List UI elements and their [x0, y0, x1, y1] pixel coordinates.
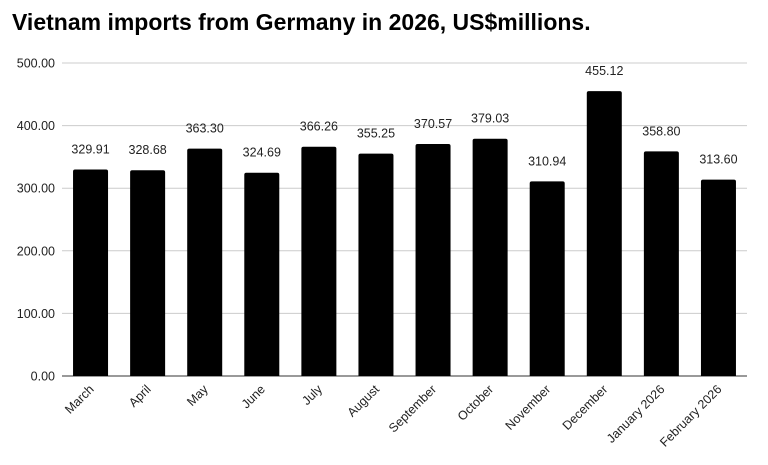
bar-march — [73, 169, 109, 376]
x-tick-label: May — [184, 382, 211, 409]
data-label: 379.03 — [471, 112, 509, 126]
x-tick-label: August — [345, 382, 383, 420]
data-label: 366.26 — [300, 120, 338, 134]
x-axis-category-labels: March April May June July August September Octo… — [62, 382, 724, 450]
bar-july — [301, 146, 337, 376]
bar-december — [586, 91, 622, 376]
data-label: 310.94 — [528, 154, 566, 168]
gridlines — [62, 62, 747, 377]
chart-title: Vietnam imports from Germany in 2026, US… — [12, 9, 591, 35]
x-tick-label: December — [560, 382, 611, 433]
bar-november — [529, 181, 565, 376]
x-tick-label: September — [386, 382, 439, 435]
bar-august — [358, 153, 394, 376]
y-tick-label: 200.00 — [17, 244, 55, 258]
bar-february-2026 — [700, 179, 736, 376]
data-label: 363.30 — [186, 122, 224, 136]
y-tick-label: 400.00 — [17, 119, 55, 133]
data-label: 329.91 — [71, 142, 109, 156]
data-label: 355.25 — [357, 127, 395, 141]
bar-april — [130, 170, 166, 376]
y-tick-label: 0.00 — [31, 370, 55, 384]
bars — [73, 91, 736, 376]
bar-january-2026 — [643, 151, 679, 376]
bar-june — [244, 172, 280, 376]
bar-october — [472, 138, 508, 376]
y-tick-label: 100.00 — [17, 307, 55, 321]
x-tick-label: March — [62, 382, 96, 416]
bar-may — [187, 148, 223, 376]
data-label: 313.60 — [699, 153, 737, 167]
data-labels: 329.91 328.68 363.30 324.69 366.26 355.25 370.… — [71, 64, 737, 168]
data-label: 324.69 — [243, 146, 281, 160]
data-label: 370.57 — [414, 117, 452, 131]
x-tick-label: January 2026 — [604, 382, 667, 445]
bar-september — [415, 144, 451, 376]
y-tick-label: 500.00 — [17, 57, 55, 71]
y-tick-label: 300.00 — [17, 182, 55, 196]
x-tick-label: April — [126, 382, 154, 410]
data-label: 328.68 — [129, 143, 167, 157]
x-tick-label: June — [239, 382, 268, 411]
data-label: 358.80 — [642, 124, 680, 138]
x-tick-label: November — [503, 382, 554, 433]
data-label: 455.12 — [585, 64, 623, 78]
y-axis-tick-labels: 0.00 100.00 200.00 300.00 400.00 500.00 — [17, 57, 55, 384]
x-tick-label: October — [455, 382, 496, 423]
x-tick-label: July — [299, 382, 325, 408]
